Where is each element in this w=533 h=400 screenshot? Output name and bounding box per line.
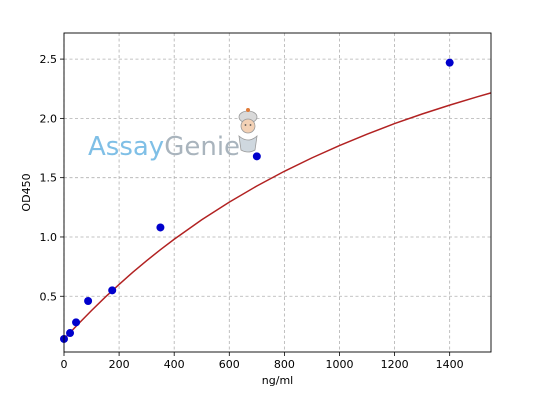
x-tick-label: 1200 xyxy=(381,358,409,371)
data-point xyxy=(84,297,93,306)
watermark-text: AssayGenie xyxy=(88,132,240,162)
y-tick-label: 1.5 xyxy=(40,172,58,185)
y-tick-label: 0.5 xyxy=(40,290,58,303)
watermark-part1: Assay xyxy=(88,132,164,162)
y-axis-label: OD450 xyxy=(20,173,33,211)
y-axis-ticks: 0.5 1.0 1.5 2.0 2.5 xyxy=(40,53,64,303)
y-tick-label: 1.0 xyxy=(40,231,58,244)
data-point xyxy=(108,286,117,295)
x-tick-label: 0 xyxy=(61,358,68,371)
x-tick-label: 600 xyxy=(219,358,240,371)
x-axis-label: ng/ml xyxy=(262,374,293,387)
data-point xyxy=(66,329,75,338)
plot-frame xyxy=(63,32,492,353)
fit-curve-line xyxy=(63,92,492,340)
y-tick-label: 2.5 xyxy=(40,53,58,66)
watermark-part2: Genie xyxy=(164,132,240,162)
data-point xyxy=(252,152,261,161)
y-tick-label: 2.0 xyxy=(40,112,58,125)
data-point xyxy=(72,318,81,327)
x-tick-label: 200 xyxy=(109,358,130,371)
grid-lines xyxy=(63,33,491,352)
x-tick-label: 800 xyxy=(274,358,295,371)
data-point xyxy=(156,223,165,232)
fit-curve-layer xyxy=(63,92,492,340)
genie-mascot-icon xyxy=(238,108,258,153)
x-axis-ticks: 0 200 400 600 800 1000 1200 1400 xyxy=(61,352,464,371)
data-point xyxy=(445,58,454,67)
x-tick-label: 1400 xyxy=(436,358,464,371)
x-tick-label: 400 xyxy=(164,358,185,371)
assaygenie-watermark: AssayGenie xyxy=(88,108,258,162)
x-tick-label: 1000 xyxy=(325,358,353,371)
